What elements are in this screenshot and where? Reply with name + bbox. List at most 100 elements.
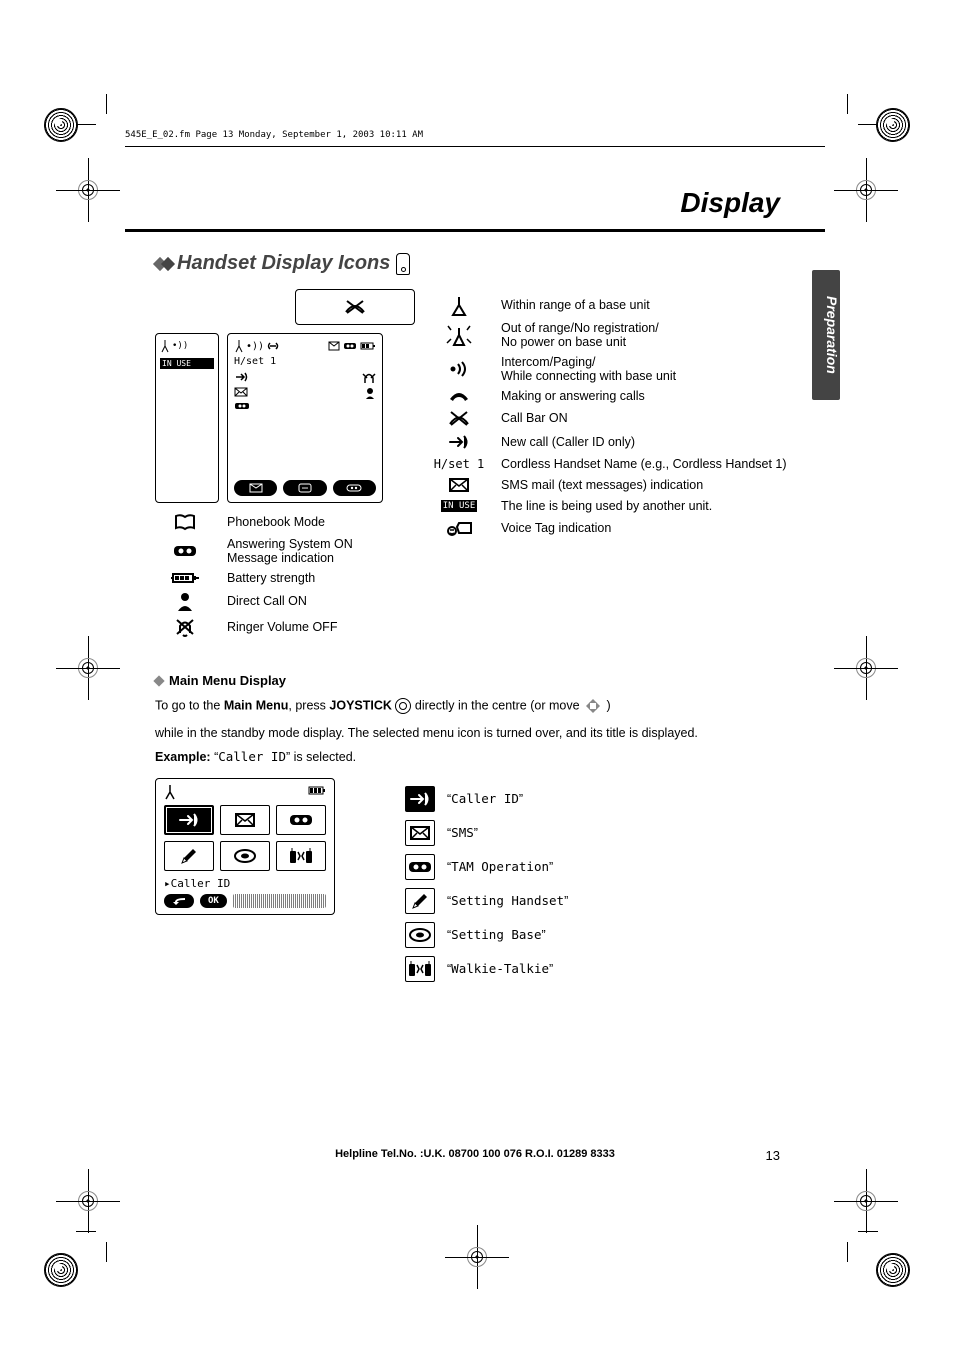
icon-legend-row: H/set 1 Cordless Handset Name (e.g., Cord…: [429, 457, 789, 471]
icon-legend-label: Phonebook Mode: [227, 515, 325, 529]
footer: Helpline Tel.No. :U.K. 08700 100 076 R.O…: [125, 1148, 825, 1160]
menu-screen: ▸Caller ID OK: [155, 778, 335, 915]
walkie-icon: [405, 956, 435, 982]
menu-cell-newcall: [164, 805, 214, 835]
section-title: Handset Display Icons: [155, 252, 825, 275]
icon-legend-label: Cordless Handset Name (e.g., Cordless Ha…: [501, 457, 787, 471]
bell-off-icon: [155, 617, 215, 637]
icon-legend-label: The line is being used by another unit.: [501, 499, 712, 513]
icon-legend-label: SMS mail (text messages) indication: [501, 478, 703, 492]
menu-legend-label: “Caller ID”: [447, 791, 523, 806]
menu-legend-row: “Setting Base”: [405, 922, 825, 948]
print-mark: [44, 108, 78, 142]
rule: [125, 229, 825, 232]
menu-legend-label: “Walkie-Talkie”: [447, 961, 553, 976]
print-mark: [848, 650, 884, 686]
screen-large: •)) H/set 1: [227, 333, 383, 503]
icon-legend-label: Making or answering calls: [501, 389, 645, 403]
example-line: Example: “Caller ID” is selected.: [155, 747, 825, 767]
page-title: Display: [125, 187, 825, 219]
pencil-icon: [405, 888, 435, 914]
icon-legend-label: Ringer Volume OFF: [227, 620, 337, 634]
body-text: while in the standby mode display. The s…: [155, 724, 825, 743]
screen-callbar: [295, 289, 415, 325]
softkey: [333, 480, 376, 496]
icon-legend-label: New call (Caller ID only): [501, 435, 635, 449]
icon-legend-label: Within range of a base unit: [501, 298, 650, 312]
base-icon: [405, 922, 435, 948]
tape-icon: [405, 854, 435, 880]
antenna-icon: [429, 295, 489, 315]
battery-icon: [155, 571, 215, 585]
icon-legend-row: Answering System ON Message indication: [155, 537, 415, 565]
icon-legend-row: New call (Caller ID only): [429, 433, 789, 451]
doc-header: 545E_E_02.fm Page 13 Monday, September 1…: [125, 130, 825, 140]
hset-text-icon: H/set 1: [429, 457, 489, 471]
icon-legend-row: Direct Call ON: [155, 591, 415, 611]
in-use-badge: IN USE: [160, 358, 214, 369]
voicetag-icon: [429, 519, 489, 537]
icon-legend-row: Making or answering calls: [429, 389, 789, 403]
menu-cell-walkie: [276, 841, 326, 871]
callbar-icon: [429, 409, 489, 427]
sidebar-tab: Preparation: [812, 270, 840, 400]
icon-legend-label: Voice Tag indication: [501, 521, 611, 535]
menu-selected-label: ▸Caller ID: [164, 877, 326, 890]
envelope-icon: [405, 820, 435, 846]
icon-legend-row: Out of range/No registration/ No power o…: [429, 321, 789, 349]
icon-legend-row: Voice Tag indication: [429, 519, 789, 537]
icon-legend-label: Intercom/Paging/ While connecting with b…: [501, 355, 676, 383]
icon-legend-row: Call Bar ON: [429, 409, 789, 427]
book-icon: [155, 513, 215, 531]
icon-legend-row: Phonebook Mode: [155, 513, 415, 531]
softkey-blank: [233, 894, 326, 908]
inuse-badge-icon: IN USE: [429, 500, 489, 512]
menu-legend-row: “Walkie-Talkie”: [405, 956, 825, 982]
joystick-4way-icon: [583, 696, 603, 716]
screen-small: •)) IN USE: [155, 333, 219, 503]
softkey: [234, 480, 277, 496]
rule: [125, 146, 825, 147]
menu-legend-label: “SMS”: [447, 825, 478, 840]
envelope-icon: [429, 477, 489, 493]
icon-legend-label: Call Bar ON: [501, 411, 568, 425]
menu-legend-label: “Setting Base”: [447, 927, 546, 942]
icon-legend-row: Ringer Volume OFF: [155, 617, 415, 637]
tape-icon: [155, 543, 215, 559]
section-title-text: Handset Display Icons: [177, 252, 390, 275]
print-mark: [70, 1183, 106, 1219]
menu-legend-row: “TAM Operation”: [405, 854, 825, 880]
icon-legend-label: Answering System ON Message indication: [227, 537, 353, 565]
joystick-icon: [395, 698, 411, 714]
softkey-ok: OK: [200, 894, 227, 908]
print-mark: [70, 650, 106, 686]
hset-label: H/set 1: [234, 356, 376, 367]
icon-legend-row: IN USE The line is being used by another …: [429, 499, 789, 513]
icon-legend-row: SMS mail (text messages) indication: [429, 477, 789, 493]
newcall-icon: [405, 786, 435, 812]
print-mark: [44, 1253, 78, 1287]
print-mark: [848, 1183, 884, 1219]
newcall-icon: [429, 433, 489, 451]
menu-cell-envelope: [220, 805, 270, 835]
menu-legend-row: “SMS”: [405, 820, 825, 846]
handset-icon: [396, 253, 410, 275]
icon-legend-row: Within range of a base unit: [429, 295, 789, 315]
waves-icon: [429, 360, 489, 378]
diamond-icon: [155, 259, 171, 269]
menu-cell-tape: [276, 805, 326, 835]
print-mark: [848, 172, 884, 208]
menu-legend-label: “TAM Operation”: [447, 859, 553, 874]
menu-cell-pencil: [164, 841, 214, 871]
icon-legend-label: Battery strength: [227, 571, 315, 585]
body-text: To go to the Main Menu, press JOYSTICK d…: [155, 696, 825, 716]
page-number: 13: [766, 1148, 780, 1163]
menu-cell-base: [220, 841, 270, 871]
subsection-title: Main Menu Display: [155, 673, 825, 688]
print-mark: [459, 1239, 495, 1275]
antenna-blink-icon: [429, 323, 489, 347]
print-mark: [876, 108, 910, 142]
icon-legend-row: Intercom/Paging/ While connecting with b…: [429, 355, 789, 383]
handset-icon: [429, 389, 489, 403]
callbar-icon: [344, 298, 366, 316]
